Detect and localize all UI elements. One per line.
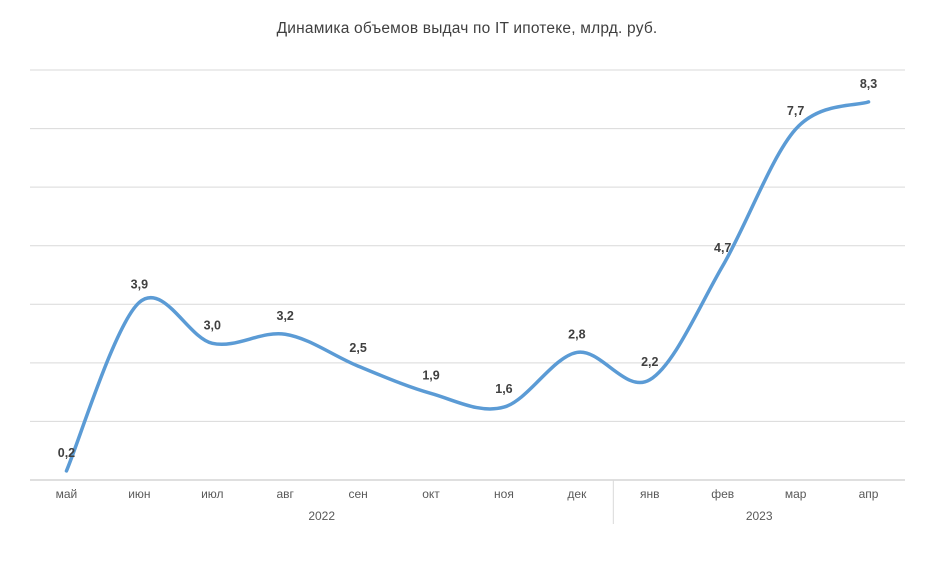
x-tick-label: фев: [711, 487, 734, 501]
chart-title: Динамика объемов выдач по IT ипотеке, мл…: [276, 20, 658, 37]
data-label: 2,2: [641, 355, 658, 369]
x-tick-label: окт: [422, 487, 440, 501]
series-line: [64, 100, 871, 473]
x-tick-label: мар: [785, 487, 807, 501]
year-label: 2023: [746, 509, 773, 523]
data-label: 1,6: [495, 382, 512, 396]
x-tick-label: май: [56, 487, 78, 501]
data-label: 2,8: [568, 327, 585, 341]
x-tick-label: сен: [348, 487, 367, 501]
x-tick-label: апр: [859, 487, 879, 501]
data-label: 0,2: [58, 446, 75, 460]
x-tick-label: авг: [276, 487, 294, 501]
data-label: 8,3: [860, 77, 877, 91]
data-label: 3,2: [277, 309, 294, 323]
x-tick-label: янв: [640, 487, 660, 501]
data-label: 1,9: [422, 368, 439, 382]
x-tick-label: дек: [567, 487, 587, 501]
data-label: 7,7: [787, 104, 804, 118]
data-label: 2,5: [349, 341, 366, 355]
year-label: 2022: [308, 509, 335, 523]
x-tick-label: июн: [128, 487, 150, 501]
x-tick-label: июл: [201, 487, 223, 501]
data-label: 3,9: [131, 277, 148, 291]
data-label: 4,7: [714, 241, 731, 255]
x-tick-label: ноя: [494, 487, 514, 501]
data-label: 3,0: [204, 318, 221, 332]
